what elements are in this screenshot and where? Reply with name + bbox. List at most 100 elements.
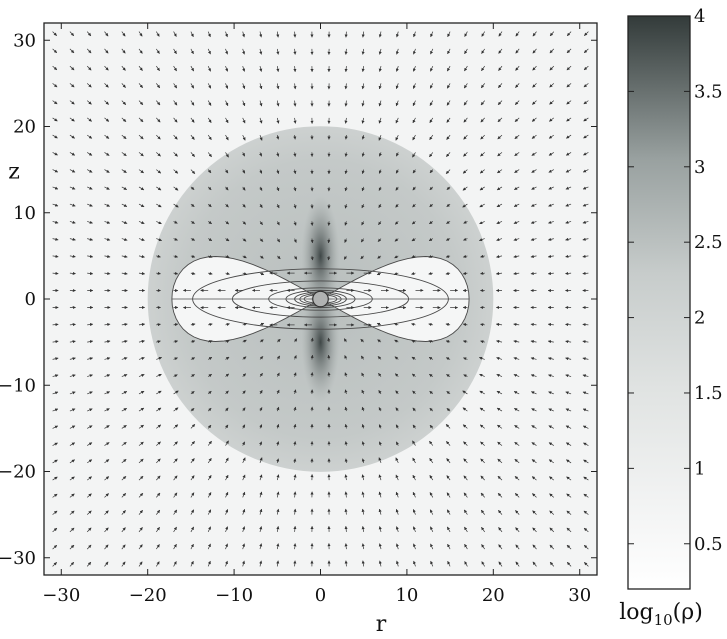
velocity-arrow <box>344 238 348 243</box>
velocity-arrow <box>361 169 365 175</box>
velocity-arrow <box>566 65 572 71</box>
velocity-arrow <box>447 48 451 55</box>
velocity-arrow <box>395 100 399 107</box>
velocity-arrow <box>496 374 503 377</box>
velocity-arrow <box>190 408 195 412</box>
plot-area <box>44 23 597 575</box>
velocity-arrow <box>582 425 589 429</box>
velocity-arrow <box>259 390 263 395</box>
velocity-arrow <box>173 424 179 429</box>
velocity-arrow <box>190 65 195 72</box>
velocity-arrow <box>395 441 400 446</box>
velocity-arrow <box>241 441 246 446</box>
velocity-arrow <box>378 186 382 191</box>
velocity-arrow <box>156 271 161 275</box>
velocity-arrow <box>344 169 348 175</box>
velocity-arrow <box>293 135 297 140</box>
colorbar-tick-label: 2 <box>694 308 705 329</box>
velocity-arrow <box>394 339 399 343</box>
velocity-arrow <box>429 134 434 141</box>
velocity-arrow <box>276 152 280 157</box>
velocity-arrow <box>138 203 145 208</box>
velocity-arrow <box>530 271 537 276</box>
velocity-arrow <box>411 255 416 258</box>
velocity-arrow <box>225 271 230 276</box>
velocity-arrow <box>430 560 434 567</box>
velocity-arrow <box>582 169 589 173</box>
velocity-arrow <box>242 48 246 55</box>
velocity-arrow <box>327 337 331 343</box>
velocity-arrow <box>583 493 589 498</box>
velocity-arrow <box>480 441 485 446</box>
velocity-arrow <box>242 543 246 550</box>
velocity-arrow <box>138 48 143 54</box>
velocity-arrow <box>497 492 503 498</box>
velocity-arrow <box>225 65 229 72</box>
velocity-arrow <box>121 83 126 88</box>
velocity-arrow <box>361 66 365 73</box>
velocity-arrow <box>513 254 520 259</box>
velocity-arrow <box>378 543 382 550</box>
velocity-arrow <box>69 408 76 412</box>
velocity-arrow <box>69 100 75 105</box>
velocity-arrow <box>446 83 451 89</box>
velocity-arrow <box>395 203 399 208</box>
velocity-arrow <box>69 544 75 550</box>
velocity-arrow <box>582 340 589 344</box>
velocity-arrow <box>531 117 537 122</box>
velocity-arrow <box>121 48 126 54</box>
velocity-arrow <box>242 117 246 124</box>
velocity-arrow <box>566 510 572 515</box>
velocity-arrow <box>395 491 399 498</box>
velocity-arrow <box>513 357 520 361</box>
velocity-arrow <box>293 458 297 463</box>
y-tick-label: −10 <box>0 375 36 396</box>
velocity-arrow <box>173 237 178 241</box>
velocity-arrow <box>293 204 297 209</box>
velocity-arrow <box>293 117 297 124</box>
velocity-arrow <box>429 203 434 208</box>
velocity-arrow <box>430 543 434 550</box>
velocity-arrow <box>446 526 451 533</box>
velocity-arrow <box>412 100 416 107</box>
velocity-arrow <box>429 407 434 412</box>
velocity-arrow <box>277 338 281 343</box>
velocity-arrow <box>547 357 554 361</box>
velocity-arrow <box>276 48 280 55</box>
velocity-arrow <box>259 491 263 498</box>
velocity-arrow <box>276 423 280 429</box>
velocity-arrow <box>514 117 520 122</box>
velocity-arrow <box>361 458 365 463</box>
velocity-arrow <box>479 373 485 377</box>
velocity-arrow <box>344 221 348 226</box>
velocity-arrow <box>242 203 246 208</box>
velocity-arrow <box>69 186 76 190</box>
velocity-arrow <box>497 475 503 481</box>
velocity-arrow <box>429 169 434 174</box>
velocity-arrow <box>463 83 468 89</box>
velocity-arrow <box>242 186 246 191</box>
velocity-arrow <box>395 407 399 412</box>
velocity-arrow <box>412 440 416 446</box>
velocity-arrow <box>293 441 297 446</box>
colorbar-ticks: 0.5 1 1.5 2 2.5 3 3.5 4 <box>628 6 723 555</box>
velocity-arrow <box>377 238 382 242</box>
velocity-arrow <box>531 442 537 446</box>
velocity-arrow <box>429 390 434 395</box>
velocity-arrow <box>138 374 145 377</box>
velocity-arrow <box>173 340 179 344</box>
velocity-arrow <box>310 238 314 244</box>
velocity-arrow <box>104 425 110 429</box>
velocity-arrow <box>378 560 382 567</box>
velocity-arrow <box>190 458 195 464</box>
velocity-arrow <box>530 340 537 344</box>
velocity-arrow <box>259 272 265 276</box>
velocity-arrow <box>412 474 416 481</box>
velocity-arrow <box>565 271 572 275</box>
velocity-arrow <box>69 425 76 429</box>
velocity-arrow <box>463 117 468 123</box>
velocity-arrow <box>565 391 572 395</box>
velocity-arrow <box>259 457 263 464</box>
velocity-arrow <box>121 441 127 446</box>
velocity-arrow <box>173 83 178 89</box>
